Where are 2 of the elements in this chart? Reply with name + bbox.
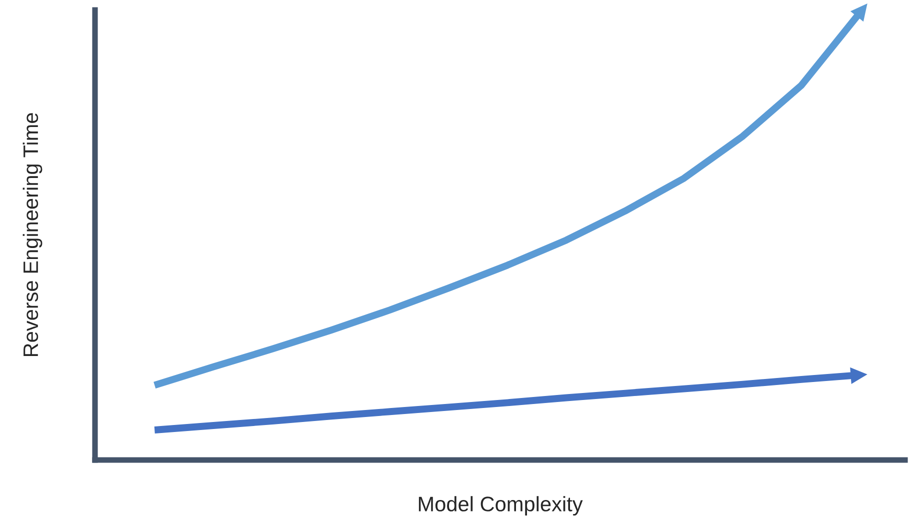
y-axis-title: Reverse Engineering Time [22, 113, 42, 356]
x-axis-title: Model Complexity [418, 496, 583, 516]
